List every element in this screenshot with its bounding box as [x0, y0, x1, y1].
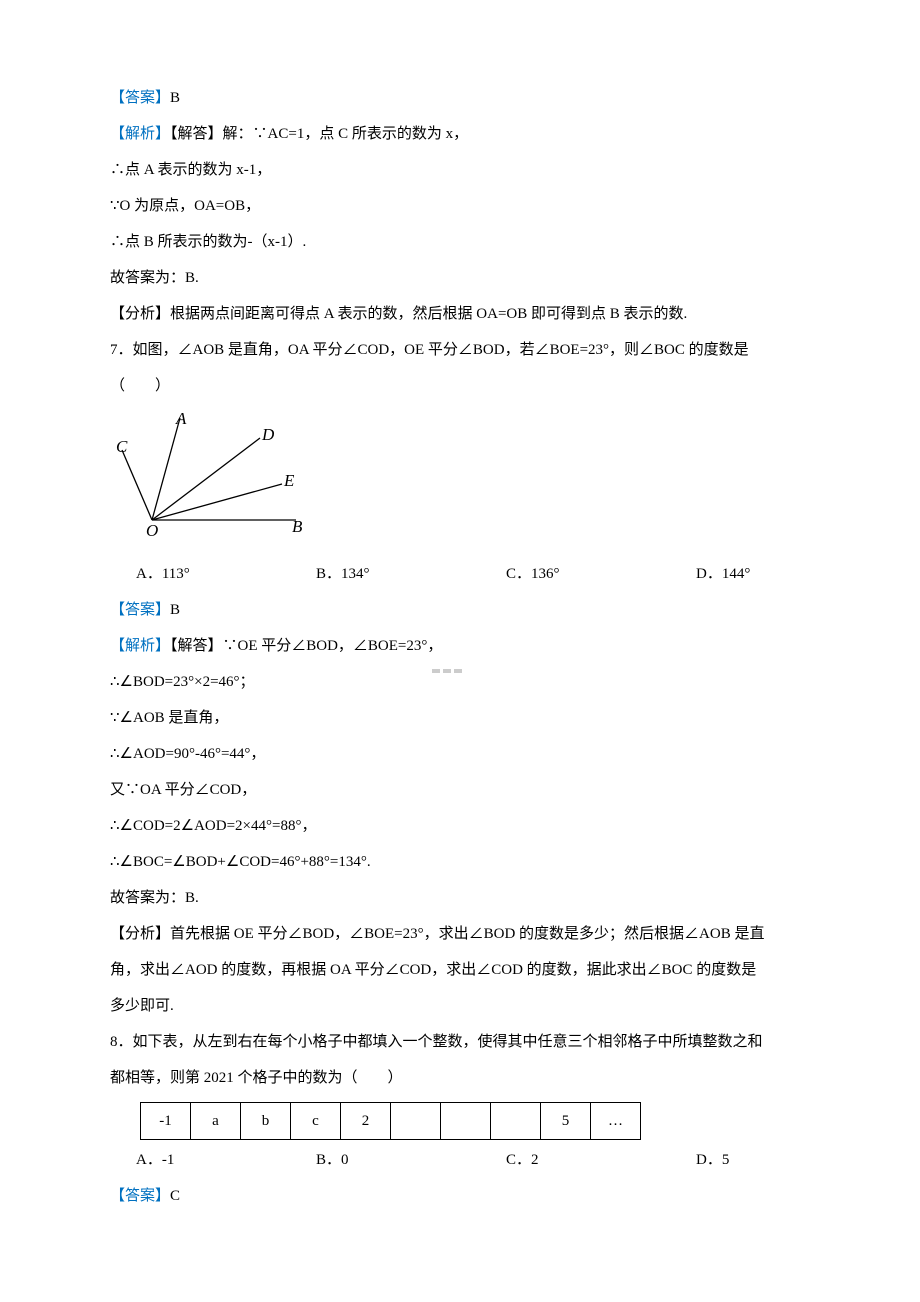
cell: 5 [541, 1103, 591, 1140]
analysis-label: 【解析】 [110, 638, 170, 654]
cell: 2 [341, 1103, 391, 1140]
q7-analysis-l3: ∵∠AOB 是直角， [110, 700, 810, 736]
q6-analysis-l1: 【解析】【解答】解：∵AC=1，点 C 所表示的数为 x， [110, 116, 810, 152]
table-row: -1 a b c 2 5 … [141, 1103, 641, 1140]
answer-value: C [170, 1188, 180, 1204]
answer-label: 【答案】 [110, 602, 170, 618]
q6-analysis-l4: ∴点 B 所表示的数为-（x-1）. [110, 224, 810, 260]
q8-choice-c: C．2 [506, 1142, 696, 1178]
answer-label: 【答案】 [110, 1188, 170, 1204]
svg-text:E: E [283, 471, 295, 490]
svg-text:O: O [146, 521, 158, 540]
q7-choice-c: C．136° [506, 556, 696, 592]
answer-value: B [170, 602, 180, 618]
cell: b [241, 1103, 291, 1140]
text: 【解答】解：∵AC=1，点 C 所表示的数为 x， [170, 126, 468, 142]
q8-table: -1 a b c 2 5 … [140, 1102, 641, 1140]
q7-stem-l1: 7．如图，∠AOB 是直角，OA 平分∠COD，OE 平分∠BOD，若∠BOE=… [110, 332, 810, 368]
q6-answer: 【答案】B [110, 80, 810, 116]
cell: … [591, 1103, 641, 1140]
q7-analysis-l1: 【解析】【解答】∵OE 平分∠BOD，∠BOE=23°， [110, 628, 810, 664]
q6-analysis-l5: 故答案为：B. [110, 260, 810, 296]
q8-table-wrap: -1 a b c 2 5 … [140, 1102, 810, 1140]
fenxi-label: 【分析】 [110, 306, 170, 322]
cell [491, 1103, 541, 1140]
q8-stem-l1: 8．如下表，从左到右在每个小格子中都填入一个整数，使得其中任意三个相邻格子中所填… [110, 1024, 810, 1060]
answer-label: 【答案】 [110, 90, 170, 106]
cell: -1 [141, 1103, 191, 1140]
q7-fenxi-l2: 角，求出∠AOD 的度数，再根据 OA 平分∠COD，求出∠COD 的度数，据此… [110, 952, 810, 988]
cell [391, 1103, 441, 1140]
q8-stem-l2: 都相等，则第 2021 个格子中的数为（ ） [110, 1060, 810, 1096]
q7-stem-l2: （ ） [110, 368, 810, 404]
q8-answer: 【答案】C [110, 1178, 810, 1214]
q8-choices: A．-1 B．0 C．2 D．5 [110, 1142, 810, 1178]
text: 【解答】∵OE 平分∠BOD，∠BOE=23°， [170, 638, 442, 654]
q7-choice-b: B．134° [316, 556, 506, 592]
fenxi-label: 【分析】 [110, 926, 170, 942]
q7-choices: A．113° B．134° C．136° D．144° [110, 556, 810, 592]
q7-answer: 【答案】B [110, 592, 810, 628]
svg-text:A: A [175, 410, 187, 428]
q6-analysis-l2: ∴点 A 表示的数为 x-1， [110, 152, 810, 188]
cell: a [191, 1103, 241, 1140]
q7-fenxi-l1: 【分析】首先根据 OE 平分∠BOD，∠BOE=23°，求出∠BOD 的度数是多… [110, 916, 810, 952]
q7-choice-a: A．113° [136, 556, 316, 592]
cell: c [291, 1103, 341, 1140]
cell [441, 1103, 491, 1140]
q6-analysis-l3: ∵O 为原点，OA=OB， [110, 188, 810, 224]
svg-text:D: D [261, 425, 275, 444]
q7-diagram: A C D E B O [116, 410, 810, 554]
q8-choice-a: A．-1 [136, 1142, 316, 1178]
angle-diagram-svg: A C D E B O [116, 410, 306, 540]
q7-analysis-l4: ∴∠AOD=90°-46°=44°， [110, 736, 810, 772]
fenxi-text: 根据两点间距离可得点 A 表示的数，然后根据 OA=OB 即可得到点 B 表示的… [170, 306, 687, 322]
q7-analysis-l8: 故答案为：B. [110, 880, 810, 916]
q7-analysis-l2: ∴∠BOD=23°×2=46°； [110, 664, 810, 700]
answer-value: B [170, 90, 180, 106]
fenxi-text: 首先根据 OE 平分∠BOD，∠BOE=23°，求出∠BOD 的度数是多少；然后… [170, 926, 764, 942]
analysis-label: 【解析】 [110, 126, 170, 142]
svg-text:C: C [116, 437, 128, 456]
q6-fenxi: 【分析】根据两点间距离可得点 A 表示的数，然后根据 OA=OB 即可得到点 B… [110, 296, 810, 332]
q7-analysis-l7: ∴∠BOC=∠BOD+∠COD=46°+88°=134°. [110, 844, 810, 880]
q7-fenxi-l3: 多少即可. [110, 988, 810, 1024]
q7-analysis-l6: ∴∠COD=2∠AOD=2×44°=88°， [110, 808, 810, 844]
q8-choice-b: B．0 [316, 1142, 506, 1178]
q8-choice-d: D．5 [696, 1142, 729, 1178]
q7-choice-d: D．144° [696, 556, 750, 592]
q7-analysis-l5: 又∵OA 平分∠COD， [110, 772, 810, 808]
svg-text:B: B [292, 517, 303, 536]
